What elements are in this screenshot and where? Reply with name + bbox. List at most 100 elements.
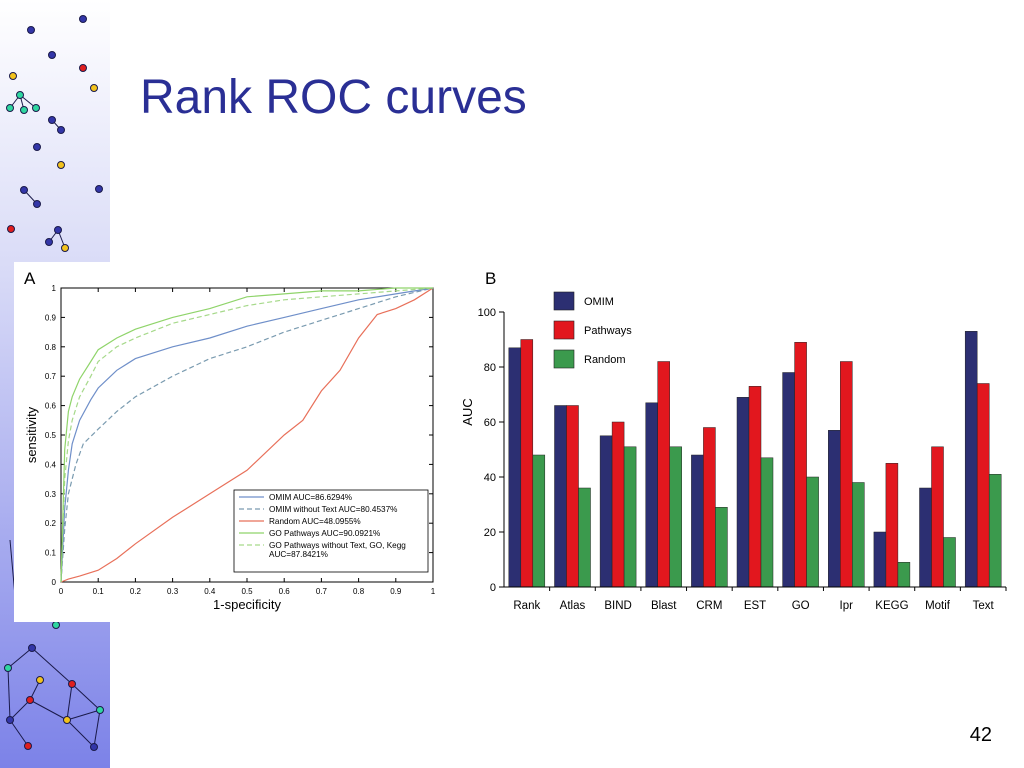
roc-series-line — [60, 287, 434, 583]
roc-legend-label: OMIM AUC=86.6294% — [269, 493, 352, 502]
bar-pathways — [748, 386, 762, 588]
bar-pathways — [794, 342, 807, 588]
bar-category-label: Text — [973, 600, 995, 612]
slide-title: Rank ROC curves — [140, 71, 527, 124]
bar-omim — [645, 402, 658, 588]
bar-omim — [873, 531, 887, 588]
roc-y-tick-label: 0.5 — [45, 431, 57, 440]
roc-y-tick-label: 0.9 — [45, 313, 57, 322]
roc-series-line — [60, 287, 433, 583]
roc-y-tick-label: 1 — [52, 284, 57, 293]
roc-y-tick-label: 0.7 — [45, 372, 57, 381]
roc-x-tick-label: 0.5 — [241, 587, 253, 596]
bar-pathways — [885, 463, 899, 588]
roc-x-tick-label: 0.3 — [167, 587, 179, 596]
bar-random — [943, 537, 956, 588]
panel-label-b: B — [485, 269, 496, 288]
bar-pathways — [703, 427, 716, 588]
bar-random — [715, 507, 728, 588]
roc-legend-label: AUC=87.8421% — [269, 550, 328, 559]
bar-omim — [919, 487, 932, 588]
bar-omim — [508, 347, 522, 588]
bar-pathways — [566, 405, 579, 588]
bar-omim — [554, 405, 567, 588]
bar-category-label: GO — [792, 600, 810, 612]
bar-random — [578, 487, 591, 588]
roc-y-tick-label: 0.6 — [45, 402, 57, 411]
bar-category-label: Blast — [651, 600, 677, 612]
roc-x-tick-label: 0.1 — [93, 587, 105, 596]
roc-series-line — [60, 287, 434, 583]
bar-category-label: BIND — [604, 600, 631, 612]
bar-pathways — [520, 339, 534, 588]
bar-legend-label: Pathways — [584, 325, 632, 337]
roc-x-tick-label: 0.2 — [130, 587, 142, 596]
bar-category-label: Ipr — [840, 600, 854, 612]
roc-x-tick-label: 1 — [431, 587, 436, 596]
roc-y-tick-label: 0.1 — [45, 549, 57, 558]
bar-y-axis-label: AUC — [460, 398, 475, 425]
roc-y-tick-label: 0.3 — [45, 490, 57, 499]
roc-legend: OMIM AUC=86.6294% OMIM without Text AUC=8… — [233, 489, 429, 573]
bar-category-label: KEGG — [875, 600, 908, 612]
panel-label-a: A — [24, 269, 36, 288]
bar-random — [852, 482, 865, 588]
roc-legend-box — [233, 489, 429, 573]
bar-y-tick-label: 60 — [484, 417, 496, 429]
bar-y-tick-label: 40 — [484, 472, 496, 484]
roc-legend-label: Random AUC=48.0955% — [269, 517, 361, 526]
roc-x-tick-label: 0.4 — [204, 587, 216, 596]
roc-chart-panel: A 0 0.1 0.2 0.3 0.4 0.5 0.6 0.7 0.8 0.9 1 0 0.1 0.2 0.… — [14, 262, 442, 622]
roc-legend-label: GO Pathways AUC=90.0921% — [269, 529, 380, 538]
bar-category-label: Atlas — [560, 600, 586, 612]
bar-omim — [736, 397, 750, 588]
bar-omim — [782, 372, 795, 588]
roc-y-tick-label: 0.2 — [45, 519, 57, 528]
bar-random — [806, 476, 819, 588]
roc-y-tick-label: 0.4 — [45, 460, 57, 469]
bar-category-label: Motif — [925, 600, 951, 612]
bar-random — [669, 446, 682, 588]
roc-x-tick-label: 0 — [59, 587, 64, 596]
roc-x-tick-label: 0.8 — [353, 587, 365, 596]
bar-y-tick-label: 100 — [478, 307, 496, 319]
bar-legend: OMIM Pathways Random — [553, 291, 632, 369]
bar-random — [897, 562, 911, 588]
roc-y-tick-label: 0 — [52, 578, 57, 587]
roc-x-tick-label: 0.7 — [316, 587, 328, 596]
bar-category-label: Rank — [513, 600, 540, 612]
bar-pathways — [840, 361, 853, 588]
roc-legend-label: OMIM without Text AUC=80.4537% — [269, 505, 397, 514]
bar-category-label: EST — [744, 600, 766, 612]
roc-x-tick-label: 0.9 — [390, 587, 402, 596]
bar-y-tick-label: 20 — [484, 527, 496, 539]
roc-x-tick-label: 0.6 — [279, 587, 291, 596]
page-number: 42 — [969, 724, 992, 746]
auc-bar-chart: B 0 20 40 60 80 100 Rank Atlas BIND Blast CRM EST GO… — [460, 269, 1007, 612]
roc-series-line — [60, 287, 434, 583]
bar-pathways — [611, 421, 625, 588]
bar-random — [532, 454, 546, 588]
bar-omim — [599, 435, 613, 588]
bar-legend-label: OMIM — [584, 296, 614, 308]
bar-y-tick-label: 80 — [484, 362, 496, 374]
bar-y-tick-label: 0 — [490, 582, 496, 594]
roc-y-tick-label: 0.8 — [45, 343, 57, 352]
bar-legend-swatch — [553, 320, 575, 340]
auc-bar-chart-panel: B 0 20 40 60 80 100 Rank Atlas BIND Blast CRM EST GO… — [456, 262, 1016, 622]
bar-random — [988, 474, 1002, 588]
bar-category-label: CRM — [696, 600, 722, 612]
roc-y-axis-label: sensitivity — [24, 406, 39, 463]
bar-legend-label: Random — [584, 354, 626, 366]
roc-series-line — [60, 287, 434, 583]
bar-pathways — [657, 361, 670, 588]
bar-pathways — [976, 383, 990, 588]
bar-legend-swatch — [553, 349, 575, 369]
bar-random — [623, 446, 637, 588]
roc-legend-label: GO Pathways without Text, GO, Kegg — [269, 541, 406, 550]
bar-random — [760, 457, 774, 588]
bar-legend-swatch — [553, 291, 575, 311]
bar-omim — [828, 430, 841, 588]
bar-pathways — [931, 446, 944, 588]
roc-x-axis-label: 1-specificity — [213, 597, 281, 612]
